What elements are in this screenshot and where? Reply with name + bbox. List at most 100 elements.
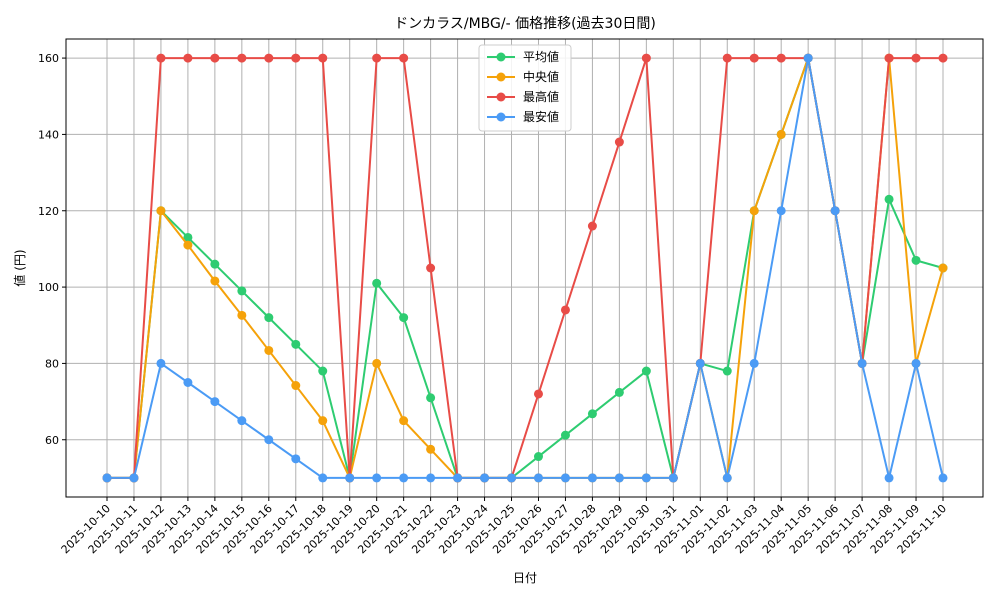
data-point (156, 53, 166, 63)
data-point (587, 409, 597, 419)
data-point (183, 240, 193, 250)
y-tick-label: 140 (38, 128, 59, 141)
data-point (587, 473, 597, 483)
plot-area-frame (65, 38, 984, 498)
y-tick-label: 120 (38, 205, 59, 218)
data-point (641, 53, 651, 63)
data-point (129, 473, 139, 483)
data-point (399, 416, 409, 426)
data-point (237, 416, 247, 426)
data-point (938, 263, 948, 273)
data-point (884, 53, 894, 63)
legend-swatch-marker (496, 112, 506, 122)
data-point (587, 221, 597, 231)
data-point (426, 393, 436, 403)
legend-label: 中央値 (523, 69, 559, 84)
data-point (722, 473, 732, 483)
legend-label: 平均値 (523, 49, 559, 64)
series-4 (102, 53, 948, 483)
legend-swatch-marker (496, 52, 506, 62)
data-point (156, 358, 166, 368)
legend-label: 最安値 (523, 109, 559, 124)
data-point (695, 358, 705, 368)
data-point (183, 53, 193, 63)
data-point (318, 366, 328, 376)
data-point (156, 206, 166, 216)
data-point (372, 473, 382, 483)
data-point (776, 53, 786, 63)
series-line (107, 57, 944, 479)
data-point (399, 313, 409, 323)
data-point (749, 206, 759, 216)
data-point (560, 305, 570, 315)
data-point (722, 366, 732, 376)
x-axis-ticks: 2025-10-102025-10-112025-10-122025-10-13… (59, 497, 949, 556)
data-point (210, 397, 220, 407)
data-point (237, 53, 247, 63)
data-point (857, 358, 867, 368)
data-point (264, 345, 274, 355)
data-point (911, 255, 921, 265)
data-point (264, 313, 274, 323)
data-point (533, 452, 543, 462)
data-point (399, 473, 409, 483)
legend-box (478, 44, 572, 132)
data-point (399, 53, 409, 63)
data-point (938, 53, 948, 63)
data-point (264, 53, 274, 63)
data-point (614, 473, 624, 483)
data-point (102, 473, 112, 483)
data-point (426, 444, 436, 454)
y-axis-label: 値 (円) (12, 249, 27, 286)
data-point (318, 473, 328, 483)
data-point (533, 473, 543, 483)
data-point (884, 473, 894, 483)
data-point (372, 53, 382, 63)
data-point (237, 286, 247, 296)
data-point (237, 310, 247, 320)
data-point (426, 473, 436, 483)
data-point (776, 206, 786, 216)
chart-title: ドンカラス/MBG/- 価格推移(過去30日間) (394, 16, 656, 32)
data-point (318, 416, 328, 426)
data-point (210, 276, 220, 286)
y-tick-label: 80 (45, 357, 59, 370)
data-point (533, 389, 543, 399)
data-point (614, 137, 624, 147)
data-point (911, 53, 921, 63)
data-point (614, 387, 624, 397)
data-point (776, 129, 786, 139)
y-tick-label: 60 (45, 434, 59, 447)
legend-label: 最高値 (523, 89, 559, 104)
data-point (668, 473, 678, 483)
data-point (291, 53, 301, 63)
data-point (560, 430, 570, 440)
data-point (183, 232, 193, 242)
data-point (507, 473, 517, 483)
data-point (183, 378, 193, 387)
data-point (938, 473, 948, 483)
data-point (884, 194, 894, 204)
data-point (372, 358, 382, 368)
data-point (830, 206, 840, 216)
data-point (641, 366, 651, 376)
series-lines (102, 53, 948, 483)
data-point (210, 53, 220, 63)
data-point (803, 53, 813, 63)
data-point (426, 263, 436, 273)
data-point (480, 473, 490, 483)
y-tick-label: 100 (38, 281, 59, 294)
data-point (372, 278, 382, 288)
data-point (453, 473, 463, 483)
y-axis-ticks: 60 80 100 120 140 160 (38, 52, 66, 447)
legend-swatch-marker (496, 92, 506, 102)
data-point (210, 259, 220, 269)
data-point (318, 53, 328, 63)
x-axis-label: 日付 (513, 571, 537, 585)
data-point (749, 53, 759, 63)
data-point (291, 454, 301, 464)
y-tick-label: 160 (38, 52, 59, 65)
data-point (911, 358, 921, 368)
